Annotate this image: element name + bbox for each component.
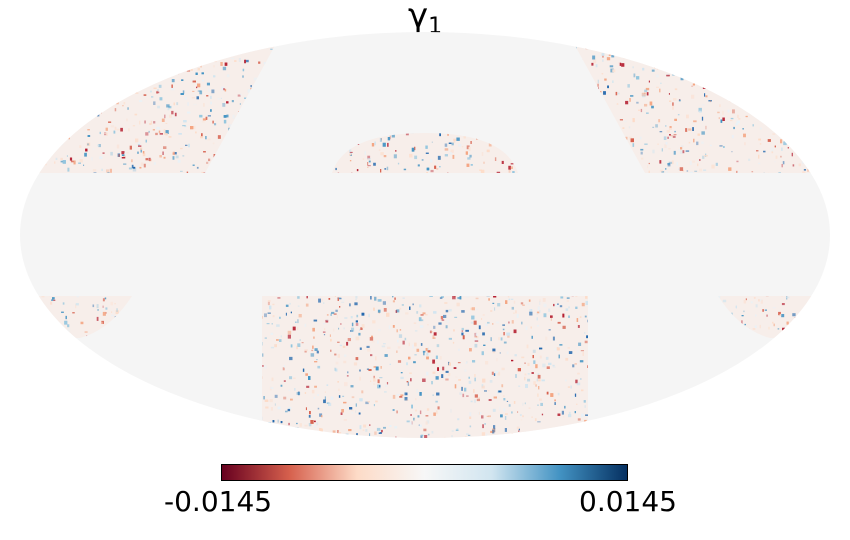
mollweide-map bbox=[20, 32, 830, 438]
colorbar-max-label: 0.0145 bbox=[579, 485, 677, 518]
colorbar-min-label: -0.0145 bbox=[164, 485, 273, 518]
title-symbol: γ bbox=[407, 0, 429, 36]
colorbar bbox=[221, 464, 628, 481]
